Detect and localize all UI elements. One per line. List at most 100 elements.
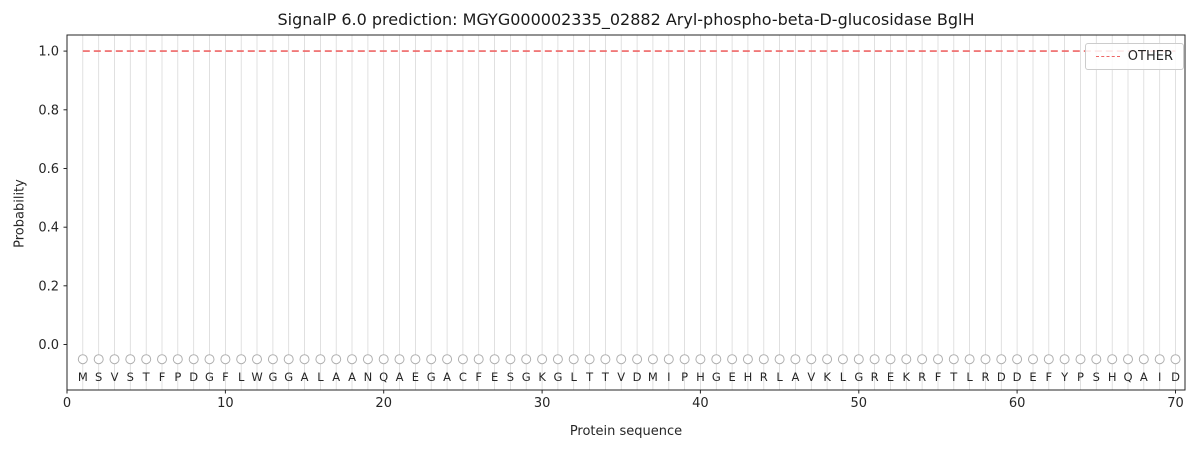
residue-letter: H <box>1108 370 1117 384</box>
residue-letter: T <box>142 370 151 384</box>
residue-letter: E <box>728 370 735 384</box>
residue-marker-icon <box>473 354 484 365</box>
x-tick-label: 20 <box>375 396 392 411</box>
residue-marker-icon <box>758 354 769 365</box>
residue-marker-icon <box>996 354 1007 365</box>
x-axis-label: Protein sequence <box>569 424 683 439</box>
residue-marker-icon <box>93 354 104 365</box>
residue-marker-icon <box>299 354 310 365</box>
residue-letter: T <box>585 370 594 384</box>
residue-marker-icon <box>774 354 785 365</box>
residue-letter: T <box>949 370 958 384</box>
residue-letter: K <box>903 370 911 384</box>
residue-letter: P <box>681 370 688 384</box>
residue-marker-icon <box>236 354 247 365</box>
y-tick-label: 0.2 <box>38 279 59 294</box>
x-tick-label: 40 <box>692 396 709 411</box>
residue-marker-icon <box>616 354 627 365</box>
residue-marker-icon <box>901 354 912 365</box>
residue-marker-icon <box>837 354 848 365</box>
residue-letter: D <box>997 370 1006 384</box>
residue-letter: W <box>251 370 262 384</box>
residue-marker-icon <box>948 354 959 365</box>
residue-marker-icon <box>77 354 88 365</box>
residue-marker-icon <box>964 354 975 365</box>
residue-letter: P <box>174 370 181 384</box>
residue-marker-icon <box>806 354 817 365</box>
residue-letter: H <box>696 370 705 384</box>
residue-letter: Q <box>379 370 388 384</box>
residue-letter: H <box>744 370 753 384</box>
residue-letter: R <box>760 370 768 384</box>
residue-letter: I <box>1158 370 1161 384</box>
residue-marker-icon <box>442 354 453 365</box>
residue-letter: L <box>238 370 245 384</box>
residue-letter: S <box>95 370 102 384</box>
residue-letter: Y <box>1060 370 1069 384</box>
residue-letter: D <box>1013 370 1022 384</box>
residue-letter: A <box>348 370 356 384</box>
residue-letter: G <box>553 370 562 384</box>
residue-marker-icon <box>1075 354 1086 365</box>
residue-letter: F <box>1045 370 1052 384</box>
residue-letter: E <box>491 370 498 384</box>
x-tick-label: 10 <box>217 396 234 411</box>
residue-marker-icon <box>885 354 896 365</box>
y-axis-label: Probability <box>12 179 28 248</box>
residue-letter: G <box>268 370 277 384</box>
residue-letter: M <box>78 370 88 384</box>
residue-letter: E <box>1029 370 1036 384</box>
residue-marker-icon <box>917 354 928 365</box>
residue-letter: P <box>1077 370 1084 384</box>
residue-marker-icon <box>505 354 516 365</box>
y-ticks: 0.0 0.2 0.4 0.6 0.8 1.0 <box>38 45 67 353</box>
residue-letter: F <box>159 370 166 384</box>
residue-marker-icon <box>457 354 468 365</box>
residue-marker-icon <box>853 354 864 365</box>
residue-marker-icon <box>426 354 437 365</box>
residue-marker-icon <box>172 354 183 365</box>
residue-marker-icon <box>410 354 421 365</box>
residue-marker-icon <box>727 354 738 365</box>
residue-letter: I <box>667 370 670 384</box>
residue-letter: F <box>475 370 482 384</box>
residue-marker-icon <box>378 354 389 365</box>
residue-letter: V <box>807 370 815 384</box>
x-tick-label: 0 <box>63 396 71 411</box>
residue-marker-icon <box>347 354 357 365</box>
residue-marker-icon <box>1170 354 1181 365</box>
residue-marker-icon <box>822 354 833 365</box>
residue-marker-icon <box>679 354 690 365</box>
residue-letter: M <box>648 370 658 384</box>
residue-marker-icon <box>647 354 658 365</box>
residue-marker-icon <box>869 354 880 365</box>
residue-marker-icon <box>695 354 706 365</box>
residue-marker-icon <box>663 354 674 365</box>
x-tick-label: 60 <box>1009 396 1026 411</box>
residue-letter: F <box>935 370 942 384</box>
residue-letter: C <box>459 370 467 384</box>
residue-marker-icon <box>252 354 262 365</box>
residue-marker-icon <box>489 354 500 365</box>
residue-marker-icon <box>188 354 199 365</box>
residue-marker-icon <box>157 354 167 365</box>
residue-marker-icon <box>1138 354 1149 365</box>
residue-letter: G <box>427 370 436 384</box>
residue-letter: D <box>633 370 642 384</box>
residue-letter: R <box>982 370 990 384</box>
x-tick-label: 70 <box>1167 396 1184 411</box>
y-tick-label: 1.0 <box>38 45 59 60</box>
legend-dashed-line-icon <box>1095 56 1120 57</box>
residue-marker-icon <box>267 354 278 365</box>
residue-marker-icon <box>394 354 405 365</box>
residue-letter: A <box>1140 370 1148 384</box>
residue-marker-icon <box>283 354 294 365</box>
x-tick-label: 50 <box>851 396 868 411</box>
residue-marker-icon <box>1123 354 1133 365</box>
residue-marker-icon <box>1107 354 1118 365</box>
residue-marker-icon <box>362 354 373 365</box>
residue-letter: K <box>538 370 546 384</box>
residue-letter: V <box>617 370 625 384</box>
residue-letter: S <box>1093 370 1100 384</box>
